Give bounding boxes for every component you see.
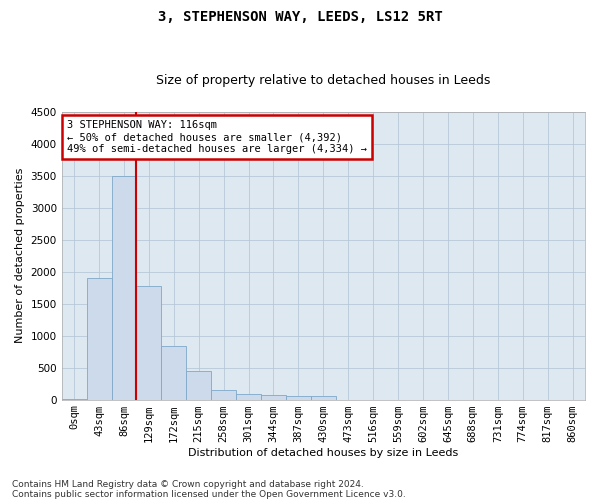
Title: Size of property relative to detached houses in Leeds: Size of property relative to detached ho… [156, 74, 491, 87]
Text: Contains public sector information licensed under the Open Government Licence v3: Contains public sector information licen… [12, 490, 406, 499]
Bar [136, 286, 161, 400]
Bar [236, 394, 261, 400]
Bar [311, 396, 336, 400]
Text: 3, STEPHENSON WAY, LEEDS, LS12 5RT: 3, STEPHENSON WAY, LEEDS, LS12 5RT [158, 10, 442, 24]
Text: Contains HM Land Registry data © Crown copyright and database right 2024.: Contains HM Land Registry data © Crown c… [12, 480, 364, 489]
Bar [286, 396, 311, 400]
Bar [161, 346, 186, 400]
Text: 3 STEPHENSON WAY: 116sqm
← 50% of detached houses are smaller (4,392)
49% of sem: 3 STEPHENSON WAY: 116sqm ← 50% of detach… [67, 120, 367, 154]
Bar [112, 176, 136, 400]
Bar [261, 395, 286, 400]
Y-axis label: Number of detached properties: Number of detached properties [15, 168, 25, 344]
Bar [211, 390, 236, 400]
X-axis label: Distribution of detached houses by size in Leeds: Distribution of detached houses by size … [188, 448, 458, 458]
Bar [186, 372, 211, 400]
Bar [86, 278, 112, 400]
